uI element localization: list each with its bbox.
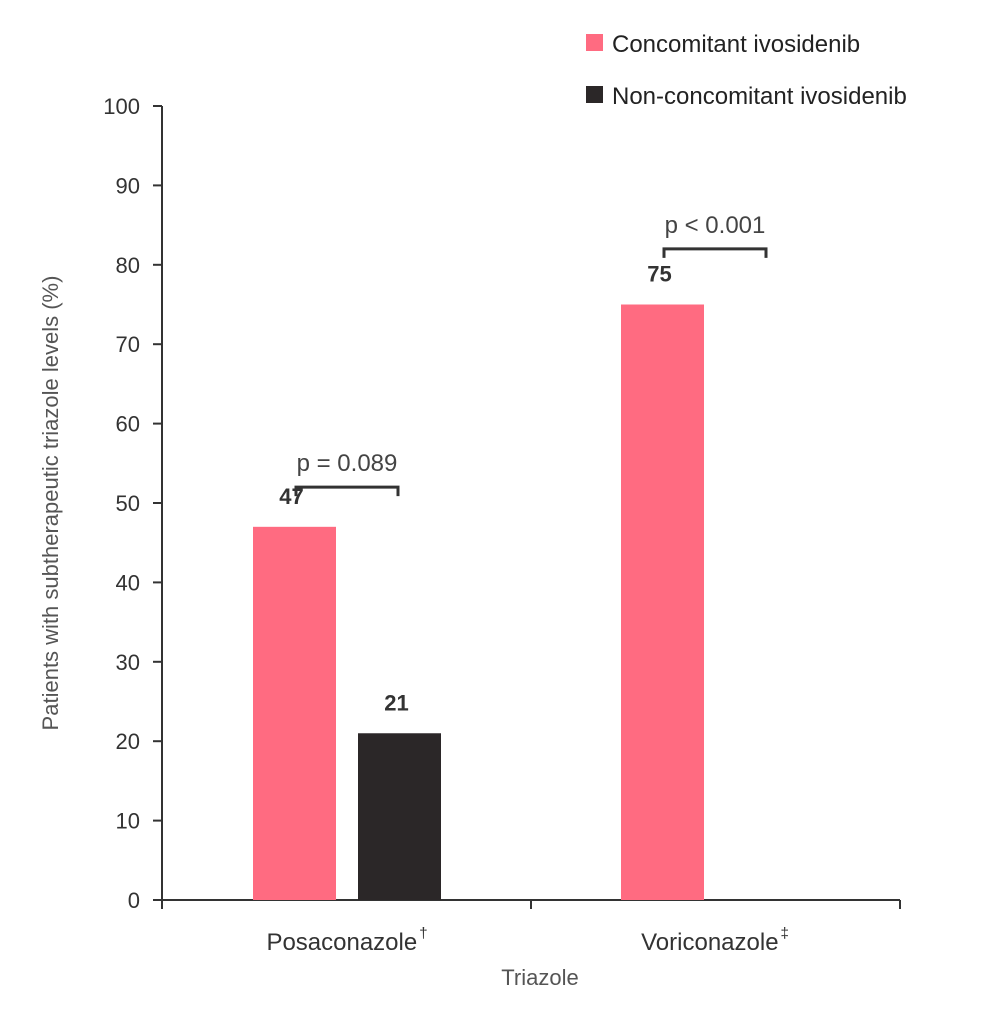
legend: Concomitant ivosidenib Non-concomitant iv… xyxy=(586,31,907,110)
significance-bracket xyxy=(294,485,400,497)
x-axis-title: Triazole xyxy=(501,965,578,990)
x-tick-label: Posaconazole † xyxy=(266,925,427,956)
y-tick-label: 50 xyxy=(116,491,140,516)
bar-concomitant-voriconazole xyxy=(621,304,704,900)
p-value-annotations: p = 0.089 p < 0.001 xyxy=(294,212,768,497)
legend-swatch xyxy=(586,86,603,103)
y-tick-label: 80 xyxy=(116,253,140,278)
p-value-label: p < 0.001 xyxy=(665,212,766,239)
y-tick-label: 10 xyxy=(116,809,140,834)
y-tick-label: 40 xyxy=(116,570,140,595)
x-axis: Posaconazole † Voriconazole ‡ xyxy=(161,899,901,956)
bar-non-concomitant-posaconazole xyxy=(358,733,441,900)
p-value-label: p = 0.089 xyxy=(297,450,398,477)
x-tick-label: Voriconazole ‡ xyxy=(641,925,789,956)
y-axis: 0 10 20 30 40 50 60 70 80 90 100 xyxy=(103,94,163,913)
data-label: 21 xyxy=(384,690,408,715)
bars xyxy=(253,304,704,900)
legend-swatch xyxy=(586,34,603,51)
significance-bracket xyxy=(662,247,768,258)
y-tick-label: 60 xyxy=(116,412,140,437)
y-tick-label: 0 xyxy=(128,888,140,913)
y-axis-title: Patients with subtherapeutic triazole le… xyxy=(38,276,63,731)
legend-label: Concomitant ivosidenib xyxy=(612,31,860,58)
y-tick-label: 100 xyxy=(103,94,140,119)
legend-label: Non-concomitant ivosidenib xyxy=(612,83,907,110)
y-tick-label: 90 xyxy=(116,173,140,198)
data-label: 75 xyxy=(647,262,671,287)
y-tick-label: 70 xyxy=(116,332,140,357)
y-tick-label: 20 xyxy=(116,729,140,754)
y-tick-label: 30 xyxy=(116,650,140,675)
bar-concomitant-posaconazole xyxy=(253,526,336,900)
